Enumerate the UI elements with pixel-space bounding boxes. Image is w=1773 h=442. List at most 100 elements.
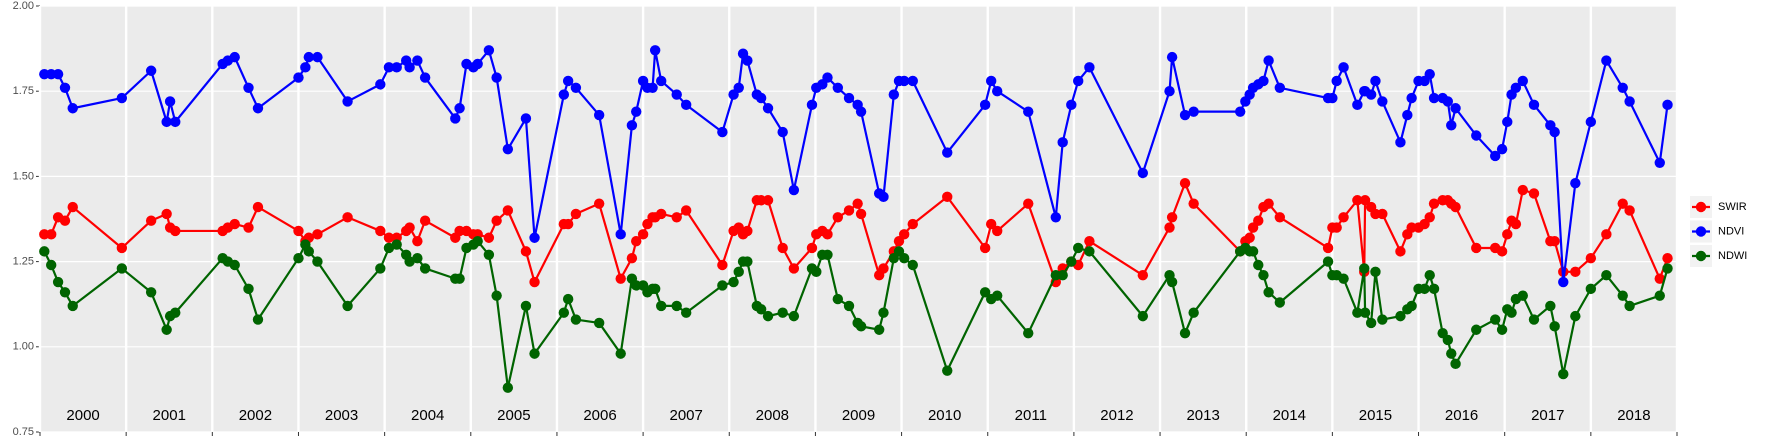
data-point — [1057, 270, 1068, 281]
data-point — [1338, 212, 1349, 223]
data-point — [375, 225, 386, 237]
data-point — [293, 72, 304, 83]
data-point — [67, 300, 78, 312]
data-point — [404, 222, 415, 233]
data-point — [631, 106, 642, 117]
data-point — [992, 86, 1003, 97]
data-point — [243, 82, 254, 93]
data-point — [529, 276, 540, 288]
data-point — [1558, 368, 1569, 380]
data-point — [252, 103, 264, 114]
data-point — [1502, 229, 1513, 240]
data-point — [755, 304, 767, 315]
data-point — [1274, 212, 1286, 223]
data-point — [655, 208, 667, 220]
legend-label: NDVI — [1718, 225, 1744, 237]
data-point — [1549, 235, 1560, 247]
data-point — [717, 259, 728, 271]
year-label: 2012 — [1100, 407, 1133, 424]
data-point — [878, 307, 889, 318]
data-point — [1506, 307, 1517, 318]
data-point — [1327, 92, 1338, 104]
data-point — [1662, 263, 1673, 274]
data-point — [570, 314, 582, 325]
data-point — [419, 215, 431, 226]
data-point — [728, 276, 739, 288]
data-point — [1331, 222, 1342, 233]
data-point — [1601, 55, 1612, 66]
data-point — [1377, 208, 1388, 220]
data-point — [342, 300, 353, 312]
data-point — [1442, 96, 1454, 107]
data-point — [1084, 246, 1095, 257]
data-point — [742, 55, 753, 66]
data-point — [1419, 283, 1430, 295]
data-point — [170, 307, 181, 318]
year-label: 2001 — [153, 407, 186, 424]
data-point — [832, 293, 844, 305]
data-point — [404, 256, 415, 267]
data-point — [483, 232, 495, 243]
data-point — [1338, 62, 1349, 73]
data-point — [412, 252, 423, 264]
data-point — [1395, 137, 1406, 148]
data-point — [855, 321, 867, 332]
data-point — [907, 218, 918, 230]
data-point — [243, 222, 254, 233]
data-point — [1585, 116, 1597, 128]
data-point — [742, 256, 753, 267]
data-point — [252, 201, 264, 213]
data-point — [1528, 188, 1540, 199]
data-point — [1624, 96, 1635, 107]
data-point — [570, 208, 582, 220]
data-point — [1517, 75, 1528, 87]
data-point — [1617, 82, 1628, 93]
data-point — [312, 51, 323, 63]
data-point — [1137, 167, 1149, 179]
legend-label: NDWI — [1718, 250, 1747, 262]
data-point — [52, 276, 64, 288]
data-point — [520, 246, 532, 257]
data-point — [1234, 106, 1246, 117]
data-point — [1263, 55, 1274, 66]
data-point — [1654, 290, 1665, 301]
data-point — [1263, 198, 1274, 209]
data-point — [1570, 178, 1581, 189]
data-point — [777, 242, 788, 254]
data-point — [116, 263, 128, 274]
data-point — [1424, 68, 1435, 80]
data-point — [1558, 276, 1569, 288]
data-point — [788, 310, 800, 322]
data-point — [1424, 270, 1435, 281]
data-point — [1164, 222, 1175, 233]
data-point — [1601, 229, 1612, 240]
data-point — [1023, 106, 1034, 117]
data-point — [1428, 198, 1440, 209]
data-point — [822, 72, 833, 83]
data-point — [1258, 270, 1269, 281]
data-point — [1137, 310, 1149, 322]
data-point — [1624, 205, 1635, 216]
data-point — [1549, 321, 1560, 332]
data-point — [1365, 89, 1377, 100]
data-point — [907, 259, 918, 271]
data-point — [898, 252, 910, 264]
data-point — [1471, 242, 1482, 254]
data-point — [161, 324, 172, 335]
data-point — [985, 75, 997, 87]
data-point — [1166, 276, 1178, 288]
data-point — [1179, 109, 1191, 121]
data-point — [1359, 307, 1371, 318]
data-point — [419, 263, 431, 274]
data-point — [1502, 116, 1513, 128]
data-point — [1244, 232, 1255, 243]
data-point — [742, 225, 753, 237]
data-point — [593, 317, 605, 329]
data-point — [1496, 324, 1508, 335]
data-point — [1188, 106, 1199, 117]
data-point — [762, 310, 774, 322]
data-point — [450, 113, 461, 124]
data-point — [1517, 184, 1528, 196]
data-point — [1023, 198, 1034, 209]
data-point — [637, 229, 649, 240]
